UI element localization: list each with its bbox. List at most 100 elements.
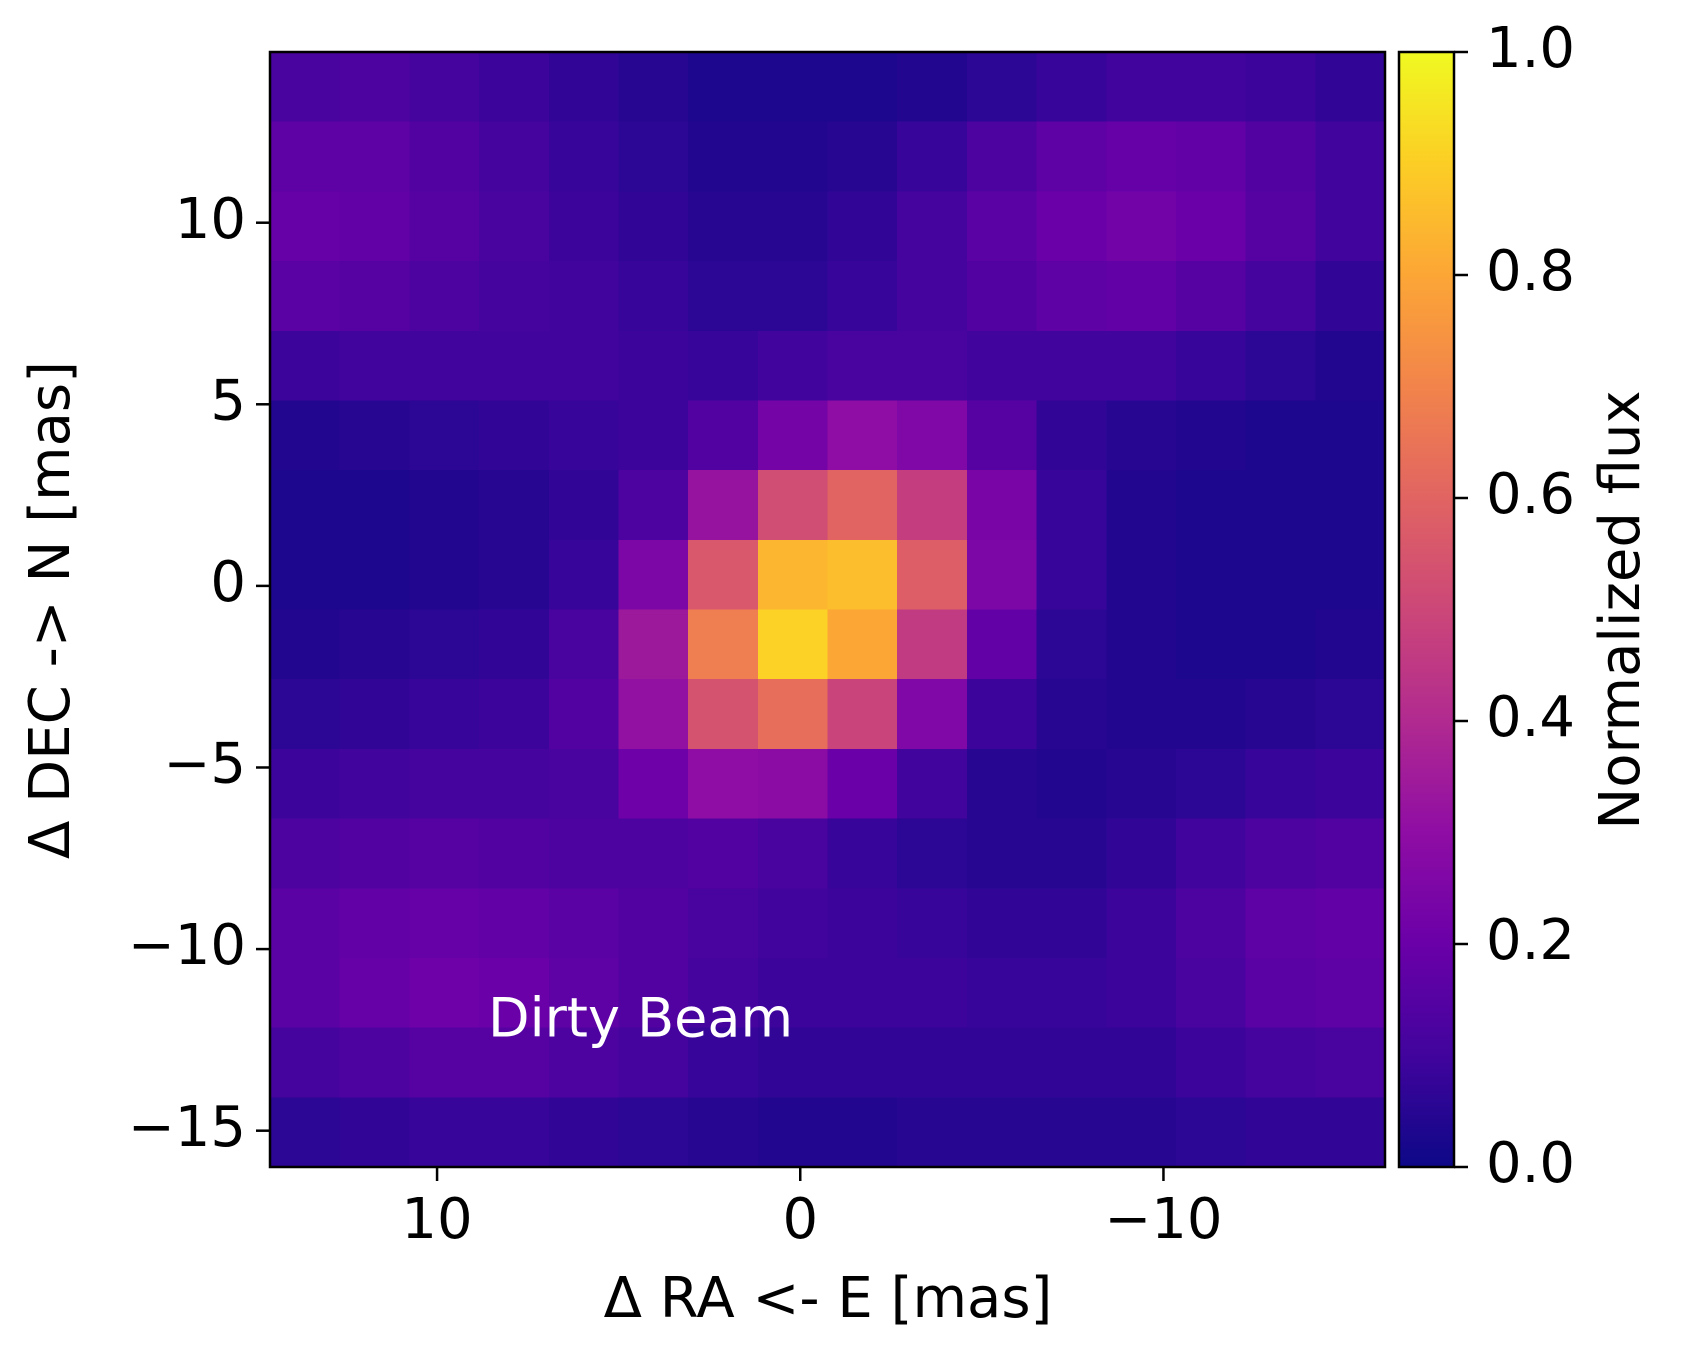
heatmap-cell <box>618 191 689 262</box>
heatmap-cell <box>618 330 689 402</box>
colorbar-tick-label: 0.0 <box>1486 1131 1575 1196</box>
x-tick-label: 10 <box>401 1187 472 1252</box>
heatmap-cell <box>409 52 480 123</box>
heatmap-cell <box>966 261 1038 332</box>
heatmap-cell <box>339 52 410 123</box>
heatmap-cell <box>618 957 689 1029</box>
heatmap-cell <box>548 748 620 820</box>
heatmap-cell <box>1036 957 1107 1029</box>
heatmap-cell <box>618 679 689 750</box>
heatmap-cell <box>618 261 689 332</box>
heatmap-cell <box>897 52 968 123</box>
heatmap-cell <box>757 1027 829 1098</box>
y-tick-label: 0 <box>210 550 246 615</box>
heatmap-cell <box>479 818 550 889</box>
heatmap-cell <box>897 330 968 402</box>
heatmap-cell <box>1175 400 1247 471</box>
heatmap-cell <box>1175 330 1247 402</box>
heatmap-cell <box>757 818 829 889</box>
heatmap-cell <box>409 539 480 611</box>
heatmap-cell <box>409 888 480 959</box>
heatmap-cell <box>897 400 968 471</box>
heatmap-cell <box>270 261 341 332</box>
heatmap-cell <box>1036 1097 1107 1168</box>
heatmap-cell <box>548 818 620 889</box>
heatmap-cell <box>688 818 759 889</box>
heatmap-cell <box>479 330 550 402</box>
heatmap-cell <box>897 1027 968 1098</box>
heatmap-cell <box>1245 539 1316 611</box>
heatmap-cell <box>409 470 480 541</box>
heatmap-cell <box>1175 748 1247 820</box>
heatmap-cell <box>479 52 550 123</box>
heatmap-cell <box>827 748 898 820</box>
heatmap-cell <box>966 679 1038 750</box>
heatmap-cell <box>1315 957 1386 1029</box>
heatmap-cell <box>688 52 759 123</box>
heatmap-cell <box>1036 52 1107 123</box>
heatmap-cell <box>827 52 898 123</box>
heatmap-cell <box>1315 52 1386 123</box>
heatmap-cell <box>688 539 759 611</box>
heatmap-cell <box>1175 261 1247 332</box>
heatmap-cell <box>270 818 341 889</box>
heatmap-cell <box>688 191 759 262</box>
colorbar-tick-label: 0.4 <box>1486 685 1575 750</box>
heatmap-cell <box>479 679 550 750</box>
heatmap-cell <box>409 1027 480 1098</box>
heatmap-cell <box>1175 470 1247 541</box>
heatmap-cell <box>1175 539 1247 611</box>
heatmap-cell <box>1245 121 1316 192</box>
heatmap-cell <box>1175 121 1247 192</box>
heatmap-cell <box>1315 818 1386 889</box>
heatmap-cell <box>618 52 689 123</box>
heatmap-cell <box>757 957 829 1029</box>
heatmap-cell <box>1315 261 1386 332</box>
heatmap-cell <box>548 52 620 123</box>
heatmap-cell <box>966 52 1038 123</box>
heatmap-cell <box>1315 400 1386 471</box>
heatmap-cell <box>339 191 410 262</box>
heatmap-cell <box>897 888 968 959</box>
heatmap-cell <box>339 539 410 611</box>
heatmap-cell <box>966 539 1038 611</box>
heatmap-cell <box>1175 1097 1247 1168</box>
heatmap <box>270 52 1386 1168</box>
heatmap-cell <box>1245 330 1316 402</box>
heatmap-cell <box>1315 191 1386 262</box>
heatmap-cell <box>897 818 968 889</box>
annotation: Dirty Beam <box>488 987 793 1050</box>
heatmap-cell <box>757 121 829 192</box>
heatmap-cell <box>827 121 898 192</box>
heatmap-cell <box>966 957 1038 1029</box>
heatmap-cell <box>1106 748 1177 820</box>
heatmap-cell <box>966 400 1038 471</box>
heatmap-cell <box>339 330 410 402</box>
y-axis-label: Δ DEC -> N [mas] <box>18 361 83 859</box>
heatmap-cell <box>827 400 898 471</box>
heatmap-cell <box>1175 1027 1247 1098</box>
heatmap-cell <box>688 609 759 680</box>
heatmap-cell <box>1245 400 1316 471</box>
heatmap-cell <box>270 1027 341 1098</box>
heatmap-cell <box>827 191 898 262</box>
heatmap-cell <box>270 330 341 402</box>
heatmap-cell <box>897 121 968 192</box>
heatmap-cell <box>1315 1027 1386 1098</box>
heatmap-cell <box>548 679 620 750</box>
heatmap-cell <box>966 1027 1038 1098</box>
heatmap-cell <box>897 261 968 332</box>
heatmap-cell <box>897 1097 968 1168</box>
heatmap-cell <box>479 470 550 541</box>
heatmap-cell <box>479 400 550 471</box>
heatmap-cell <box>409 679 480 750</box>
heatmap-cell <box>1245 609 1316 680</box>
y-tick-label: −15 <box>128 1095 246 1160</box>
heatmap-cell <box>270 957 341 1029</box>
heatmap-cell <box>548 888 620 959</box>
heatmap-cell <box>339 121 410 192</box>
heatmap-cell <box>1106 1097 1177 1168</box>
heatmap-cell <box>479 261 550 332</box>
heatmap-cell <box>1106 261 1177 332</box>
